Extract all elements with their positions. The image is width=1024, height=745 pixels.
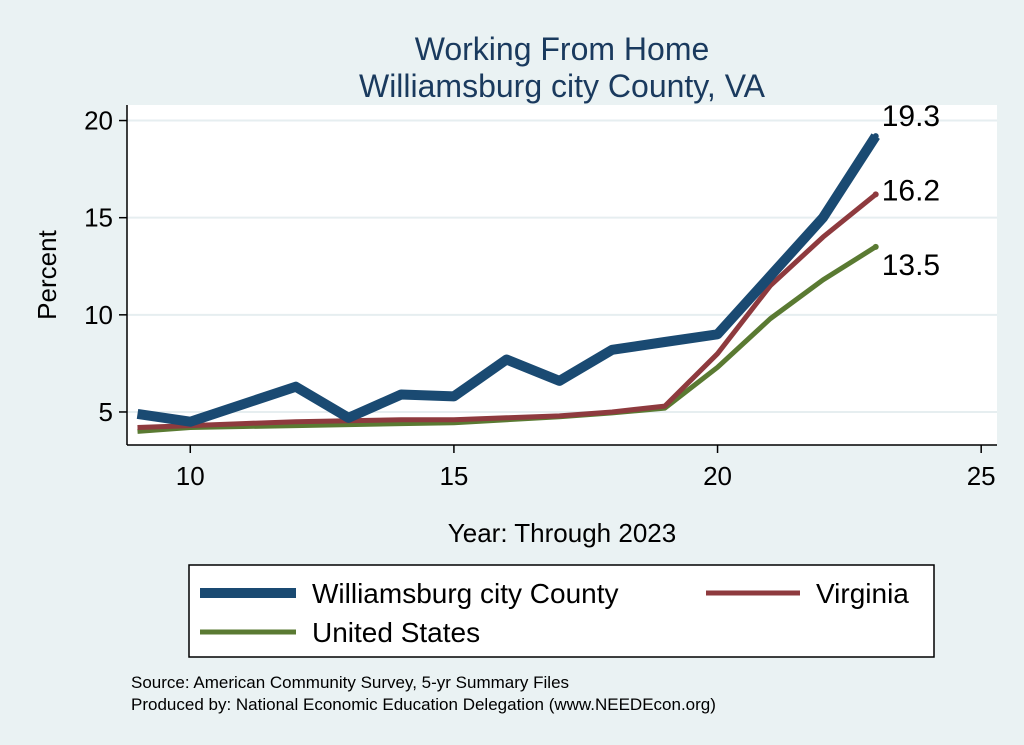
series-line-williamsburg-city-county (136, 133, 880, 427)
chart-subtitle: Williamsburg city County, VA (359, 68, 766, 104)
x-tick-label: 20 (703, 461, 732, 491)
end-label-virginia: 16.2 (882, 174, 940, 207)
end-marker-united-states (872, 243, 879, 250)
y-tick-label: 5 (99, 397, 113, 427)
produced-by-note: Produced by: National Economic Education… (131, 695, 716, 714)
end-labels: 19.3 16.2 13.5 (872, 100, 940, 282)
end-marker-virginia (872, 191, 879, 198)
y-axis-title: Percent (32, 229, 62, 319)
legend-label-virginia: Virginia (816, 578, 909, 609)
plot-area (127, 105, 997, 445)
y-tick-label: 10 (84, 300, 113, 330)
x-tick-label: 25 (967, 461, 996, 491)
end-label-williamsburg-city-county: 19.3 (882, 100, 940, 133)
legend: Williamsburg city County Virginia United S… (188, 564, 935, 658)
y-tick-label: 20 (84, 106, 113, 136)
end-marker-williamsburg-city-county (872, 133, 879, 140)
chart-title: Working From Home (415, 31, 710, 67)
y-tick-label: 15 (84, 203, 113, 233)
x-axis-title: Year: Through 2023 (448, 518, 676, 548)
legend-label-united-states: United States (312, 617, 480, 648)
x-tick-label: 10 (176, 461, 205, 491)
axes: 5 10 15 20 10 15 20 25 (84, 105, 997, 491)
series-line-virginia (137, 192, 878, 430)
end-label-united-states: 13.5 (882, 249, 940, 282)
grid-lines (127, 119, 997, 413)
x-tick-label: 15 (439, 461, 468, 491)
legend-box (188, 564, 935, 658)
series-lines (136, 133, 880, 434)
legend-label-williamsburg-city-county: Williamsburg city County (312, 578, 619, 609)
source-note: Source: American Community Survey, 5-yr … (131, 673, 569, 692)
legend-entries: Williamsburg city County Virginia United S… (200, 578, 909, 648)
